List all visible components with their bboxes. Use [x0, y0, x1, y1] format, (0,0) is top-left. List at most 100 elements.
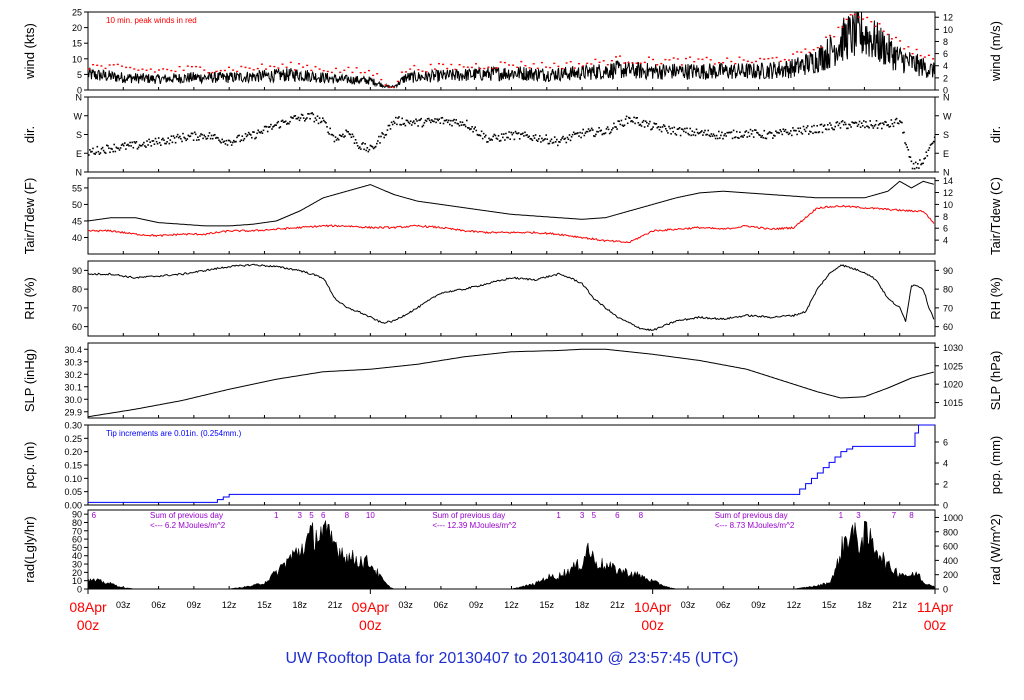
peak-wind-point [454, 68, 457, 71]
dir-point [928, 147, 931, 149]
dir-point [295, 117, 298, 120]
dir-point [886, 124, 888, 127]
dir-point [864, 126, 866, 129]
dir-point [329, 127, 331, 130]
dir-point [729, 131, 732, 134]
dir-point [927, 149, 930, 151]
dir-point [479, 134, 482, 137]
dir-point [265, 126, 268, 128]
dir-point [424, 119, 427, 122]
dir-point [585, 130, 588, 133]
dir-point [932, 140, 935, 143]
dir-point [671, 127, 673, 129]
dir-point [838, 122, 841, 125]
dir-point [890, 119, 893, 121]
peak-wind-point [927, 54, 930, 56]
peak-wind-point [540, 61, 543, 64]
dir-point [181, 140, 183, 143]
dir-point [401, 117, 403, 120]
peak-wind-point [215, 70, 218, 73]
dir-point [387, 124, 390, 127]
dir-point [926, 155, 929, 157]
peak-wind-point [314, 66, 317, 68]
dir-point [874, 123, 877, 126]
dir-point [310, 112, 312, 115]
ytick-label-rad: 90 [72, 510, 82, 520]
dir-point [566, 136, 569, 139]
peak-wind-point [578, 63, 580, 65]
dir-point [499, 139, 502, 142]
dir-point [861, 125, 864, 127]
dir-point [256, 132, 258, 135]
dir-point [809, 130, 811, 133]
dir-point [441, 116, 444, 119]
dir-point [88, 154, 90, 156]
dir-point [417, 125, 419, 127]
peak-wind-point [413, 64, 416, 67]
dir-point [845, 123, 847, 126]
dir-point [858, 120, 861, 123]
peak-wind-point [557, 65, 560, 68]
ytick-right-label-rad: 800 [943, 527, 958, 537]
ylabel-rad: rad(Lgly/hr) [22, 516, 37, 582]
dir-point [101, 146, 104, 149]
dir-point [857, 123, 860, 126]
peak-wind-point [895, 36, 897, 39]
dir-point [219, 140, 221, 143]
dir-point [144, 145, 146, 147]
dir-point [705, 134, 707, 136]
dir-point [776, 131, 778, 134]
dir-point [253, 131, 255, 133]
dir-point [466, 119, 468, 122]
rad-hour-mark: 6 [92, 511, 97, 520]
dir-point [95, 151, 97, 154]
dir-point [169, 139, 172, 141]
peak-wind-point [890, 38, 893, 40]
peak-wind-point [149, 68, 152, 70]
dir-point [330, 133, 333, 136]
dir-point [617, 120, 619, 122]
dir-point [163, 139, 165, 141]
dir-point [316, 115, 319, 117]
dir-point [792, 127, 794, 129]
dir-point [351, 133, 354, 136]
dir-point [368, 148, 371, 151]
dir-point [589, 129, 592, 132]
dir-point [840, 121, 843, 123]
dir-point [754, 129, 756, 131]
dir-point [520, 133, 522, 136]
peak-wind-point [153, 71, 156, 73]
peak-wind-point [298, 63, 300, 65]
dir-point [363, 148, 365, 151]
peak-wind-point [660, 62, 663, 65]
peak-wind-point [466, 66, 469, 68]
dir-point [817, 131, 820, 134]
dir-point [820, 123, 823, 126]
dir-point [751, 130, 754, 132]
dir-point [733, 136, 736, 139]
dir-point [361, 143, 363, 145]
dir-point [515, 132, 518, 135]
dir-point [299, 117, 302, 119]
series-slp-0 [87, 348, 934, 418]
dir-point [616, 128, 618, 130]
dir-point [761, 134, 763, 137]
dir-point [558, 141, 560, 143]
dir-point [478, 134, 481, 136]
dir-point [632, 121, 634, 123]
dir-point [176, 133, 179, 136]
dir-point [432, 120, 434, 122]
dir-point [547, 142, 550, 145]
ytick-label-slp: 30.4 [64, 345, 82, 355]
peak-wind-point [792, 53, 795, 55]
ytick-right-label-pcp: 2 [943, 480, 948, 490]
dir-point [290, 116, 292, 118]
dir-point [800, 131, 803, 134]
ytick-right-label-pcp: 0 [943, 501, 948, 511]
peak-wind-point [339, 71, 342, 73]
dir-point [770, 132, 773, 134]
dir-point [545, 134, 547, 136]
dir-point [775, 130, 777, 132]
dir-point [745, 130, 748, 132]
dir-point [349, 133, 352, 136]
